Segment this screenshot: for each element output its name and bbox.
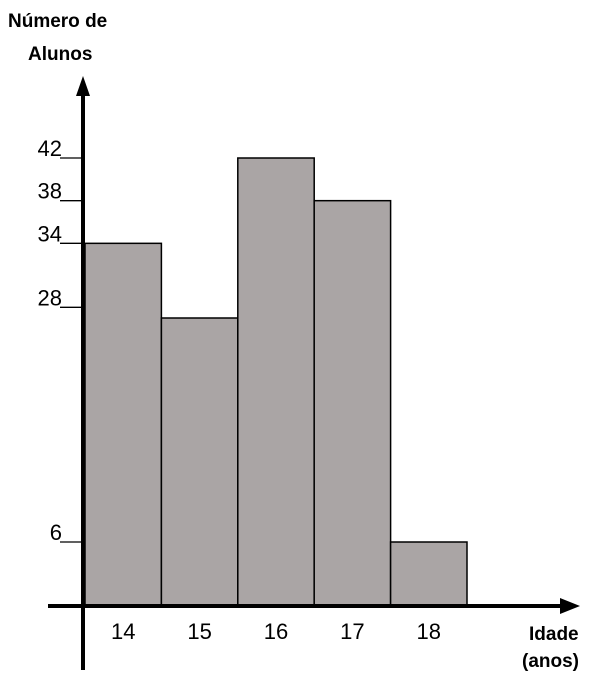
y-tick-label-6: 6	[50, 520, 62, 545]
x-tick-label-17: 17	[340, 619, 364, 644]
y-tick-label-34: 34	[38, 221, 62, 246]
y-ticks-group: 6 28 34 38 42	[38, 136, 83, 545]
bar-17	[313, 199, 392, 607]
x-axis-label-line-2: (anos)	[522, 651, 579, 672]
x-tick-label-14: 14	[111, 619, 135, 644]
x-axis-arrow	[560, 598, 580, 614]
y-tick-label-38: 38	[38, 179, 62, 204]
x-tick-label-15: 15	[187, 619, 211, 644]
x-tick-label-16: 16	[264, 619, 288, 644]
bar-18	[389, 541, 468, 607]
bars-group	[84, 157, 468, 607]
bar-16	[237, 157, 315, 607]
y-axis-arrow	[76, 76, 90, 96]
x-ticks-group: 14 15 16 17 18	[111, 619, 441, 644]
y-axis-label-line-2: Alunos	[28, 44, 92, 65]
bar-15	[160, 317, 239, 607]
x-tick-label-18: 18	[417, 619, 441, 644]
y-tick-label-28: 28	[38, 285, 62, 310]
bar-14	[84, 242, 163, 607]
y-axis-label-line-1: Número de	[8, 11, 107, 32]
y-tick-label-42: 42	[38, 136, 62, 161]
x-axis-label-line-1: Idade	[529, 624, 579, 645]
